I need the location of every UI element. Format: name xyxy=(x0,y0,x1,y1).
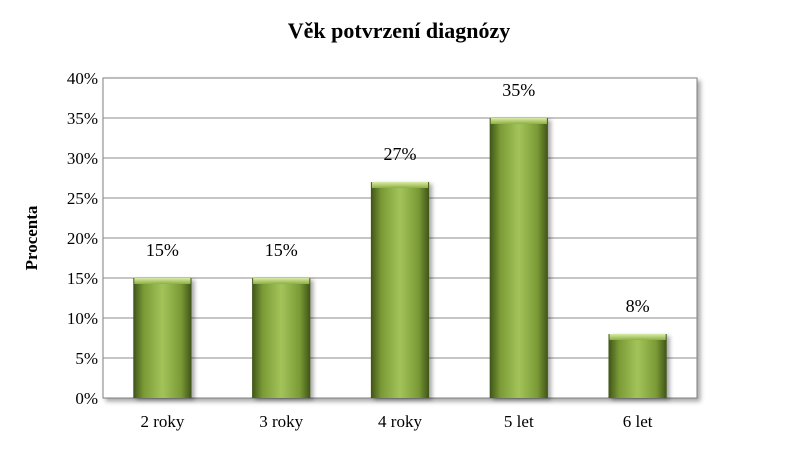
data-label: 27% xyxy=(384,144,417,164)
y-tick-label: 20% xyxy=(67,229,98,248)
bar xyxy=(370,182,430,398)
y-tick-label: 30% xyxy=(67,149,98,168)
bars xyxy=(133,118,667,398)
chart-title: Věk potvrzení diagnózy xyxy=(288,18,510,43)
x-axis-ticks: 2 roky 3 roky 4 roky 5 let 6 let xyxy=(140,412,652,431)
y-tick-label: 0% xyxy=(75,389,98,408)
x-tick-label: 2 roky xyxy=(140,412,184,431)
x-tick-label: 3 roky xyxy=(259,412,303,431)
bar xyxy=(133,278,192,398)
data-label: 8% xyxy=(626,296,650,316)
x-tick-label: 5 let xyxy=(504,412,534,431)
data-label: 15% xyxy=(146,240,179,260)
y-tick-label: 25% xyxy=(67,189,98,208)
bar xyxy=(608,334,667,398)
y-axis-label: Procenta xyxy=(22,205,41,270)
y-tick-label: 15% xyxy=(67,269,98,288)
data-labels: 15% 15% 27% 35% 8% xyxy=(146,80,650,316)
x-tick-label: 4 roky xyxy=(378,412,422,431)
y-tick-label: 40% xyxy=(67,69,98,88)
y-tick-label: 35% xyxy=(67,109,98,128)
data-label: 15% xyxy=(265,240,298,260)
y-tick-label: 5% xyxy=(75,349,98,368)
bar xyxy=(489,118,548,398)
y-tick-label: 10% xyxy=(67,309,98,328)
data-label: 35% xyxy=(502,80,535,100)
x-tick-label: 6 let xyxy=(623,412,653,431)
y-axis-ticks: 0% 5% 10% 15% 20% 25% 30% 35% 40% xyxy=(67,69,98,408)
bar xyxy=(252,278,311,398)
